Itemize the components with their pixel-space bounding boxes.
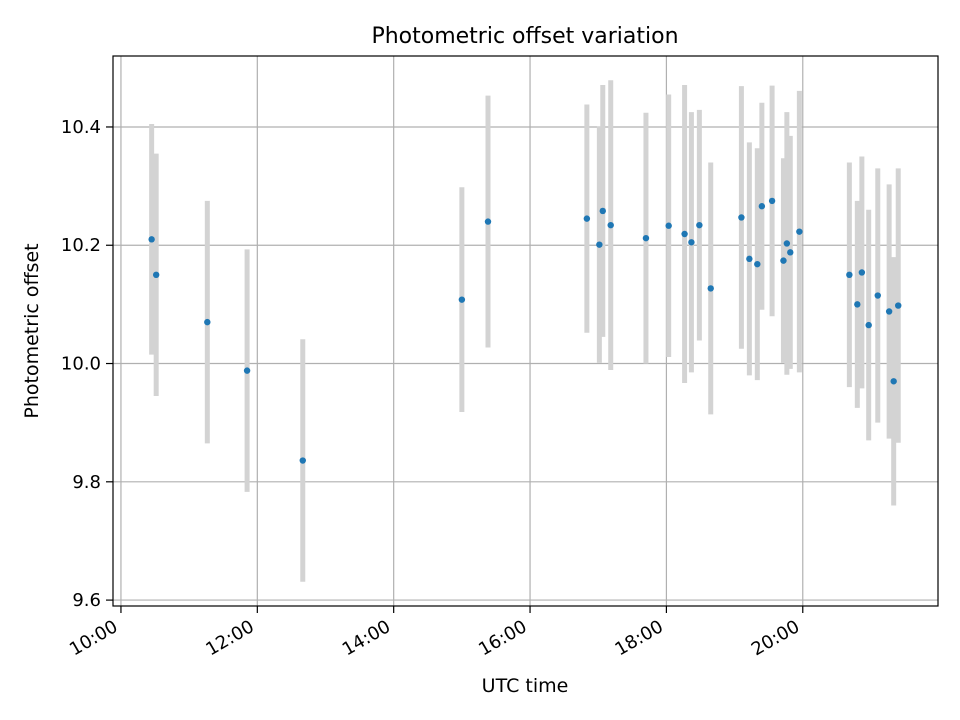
x-axis-label: UTC time bbox=[482, 675, 569, 697]
y-axis-label: Photometric offset bbox=[21, 243, 43, 418]
data-point bbox=[152, 271, 160, 279]
data-point bbox=[796, 228, 803, 235]
data-point bbox=[865, 321, 872, 329]
y-axis: 9.6 9.8 10.0 10.2 10.4 bbox=[61, 117, 113, 611]
data-point bbox=[299, 457, 306, 464]
data-point bbox=[458, 296, 466, 303]
data-point bbox=[783, 240, 791, 247]
data-point bbox=[885, 308, 893, 315]
y-tick-label: 10.2 bbox=[61, 235, 101, 256]
data-point bbox=[204, 318, 211, 326]
data-point bbox=[758, 203, 766, 210]
data-point bbox=[707, 285, 714, 292]
data-point bbox=[596, 241, 603, 248]
y-tick-label: 10.0 bbox=[61, 354, 101, 375]
data-point bbox=[688, 239, 695, 246]
data-point bbox=[895, 302, 902, 309]
y-tick-label: 9.6 bbox=[72, 590, 101, 611]
data-point bbox=[890, 378, 897, 385]
data-point bbox=[874, 292, 881, 299]
data-point bbox=[148, 236, 155, 243]
data-point bbox=[599, 207, 606, 215]
data-point bbox=[754, 260, 761, 268]
data-point bbox=[243, 367, 251, 374]
y-tick-label: 10.4 bbox=[61, 117, 101, 138]
data-point bbox=[854, 301, 861, 308]
chart-title: Photometric offset variation bbox=[371, 24, 678, 49]
data-point bbox=[846, 271, 853, 279]
data-point bbox=[787, 249, 794, 256]
data-point bbox=[665, 222, 672, 229]
data-point bbox=[738, 214, 745, 221]
data-point bbox=[642, 234, 650, 242]
data-point bbox=[583, 215, 591, 222]
data-points bbox=[148, 197, 902, 464]
data-point bbox=[858, 269, 866, 276]
data-point bbox=[607, 221, 614, 229]
plot-frame bbox=[112, 55, 939, 607]
data-point bbox=[681, 230, 688, 238]
data-point bbox=[484, 218, 492, 225]
data-point bbox=[780, 257, 787, 264]
data-point bbox=[746, 255, 753, 263]
y-tick-label: 9.8 bbox=[72, 472, 101, 493]
data-point bbox=[768, 197, 776, 205]
data-point bbox=[696, 221, 703, 229]
